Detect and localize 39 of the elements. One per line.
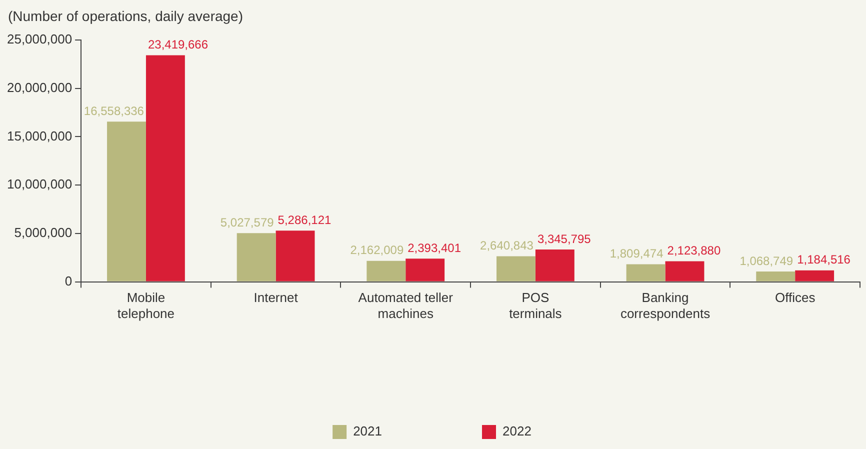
bar: [366, 260, 406, 282]
x-tick-label: Automated teller machines: [358, 290, 454, 321]
bar: [795, 270, 834, 282]
data-label: 5,286,121: [278, 212, 332, 227]
y-tick-label: 5,000,000: [14, 225, 72, 240]
bar: [756, 271, 796, 282]
y-tick-label: 15,000,000: [6, 128, 72, 144]
y-tick-label: 20,000,000: [6, 80, 72, 95]
bar: [276, 230, 315, 282]
y-tick-label: 25,000,000: [6, 32, 72, 47]
y-axis-title: (Number of operations, daily average): [8, 8, 244, 24]
bar: [626, 264, 666, 282]
y-tick-label: 0: [64, 273, 72, 288]
data-label: 23,419,666: [148, 38, 208, 52]
data-label: 1,809,474: [610, 246, 664, 261]
data-label: 16,558,336: [84, 104, 144, 118]
bar: [406, 258, 445, 282]
y-tick-label: 10,000,000: [6, 176, 72, 192]
data-label: 3,345,795: [537, 232, 592, 246]
x-tick-label: Internet: [254, 290, 298, 306]
data-label: 1,184,516: [797, 252, 851, 267]
x-tick-label: Banking correspondents: [620, 290, 711, 321]
legend-label: 2022: [502, 424, 532, 439]
data-label: 2,640,843: [480, 238, 534, 253]
data-label: 2,393,401: [408, 240, 462, 255]
x-tick-label: Offices: [774, 290, 816, 306]
bar: [496, 256, 536, 282]
data-label: 2,123,880: [667, 244, 721, 258]
bar: [665, 261, 704, 282]
data-label: 5,027,579: [220, 215, 274, 230]
bar: [146, 55, 185, 282]
x-tick-label: POS terminals: [509, 290, 562, 321]
legend-label: 2021: [353, 424, 382, 439]
x-tick-label: Mobile telephone: [117, 290, 175, 321]
data-label: 1,068,749: [740, 254, 794, 268]
data-label: 2,162,009: [350, 243, 404, 258]
bar: [107, 122, 146, 282]
bar: [535, 249, 574, 282]
bar: [236, 233, 276, 282]
